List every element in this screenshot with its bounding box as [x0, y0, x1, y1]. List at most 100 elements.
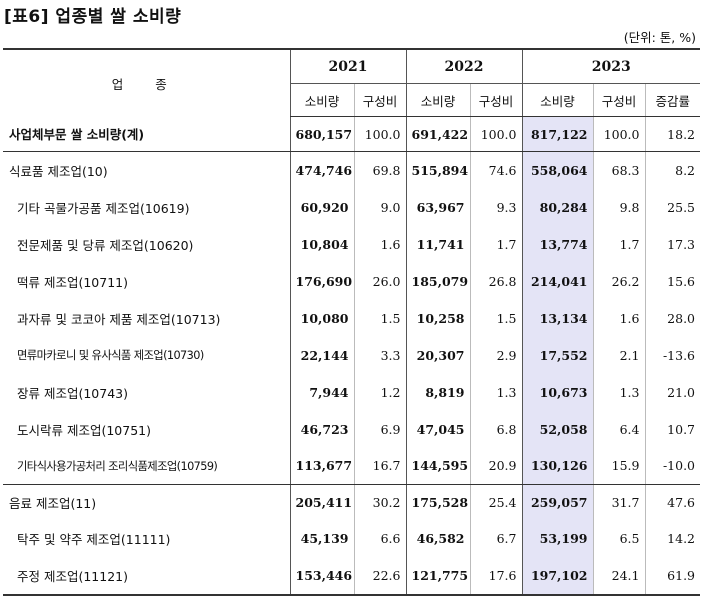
header-category: 업 종 [3, 48, 290, 117]
table-row: 과자류 및 코코아 제품 제조업(10713) 10,080 1.5 10,258 1.… [3, 299, 701, 337]
cell-consumption-2022: 144,595 [405, 447, 470, 485]
cell-consumption-2021: 46,723 [289, 410, 354, 448]
cell-consumption-2023: 259,057 [521, 484, 593, 520]
cell-share-2022: 1.3 [469, 373, 522, 411]
cell-share-2022: 2.9 [469, 336, 522, 374]
cell-consumption-2021: 474,746 [289, 151, 354, 189]
cell-change: 47.6 [644, 484, 701, 520]
cell-consumption-2021: 60,920 [289, 188, 354, 226]
cell-change: 25.5 [644, 188, 701, 226]
cell-change: 28.0 [644, 299, 701, 337]
header-share-2021: 구성비 [353, 83, 406, 117]
cell-change: 18.2 [644, 116, 701, 152]
row-category-label: 과자류 및 코코아 제품 제조업(10713) [17, 311, 221, 327]
row-category-label: 장류 제조업(10743) [17, 385, 128, 401]
header-consumption-2022: 소비량 [405, 83, 470, 117]
cell-consumption-2022: 20,307 [405, 336, 470, 374]
cell-share-2021: 69.8 [353, 151, 406, 189]
cell-consumption-2023: 52,058 [521, 410, 593, 448]
cell-share-2022: 6.8 [469, 410, 522, 448]
row-category-label: 음료 제조업(11) [9, 495, 97, 511]
cell-consumption-2022: 515,894 [405, 151, 470, 189]
cell-consumption-2022: 175,528 [405, 484, 470, 520]
header-share-2023: 구성비 [592, 83, 645, 117]
cell-consumption-2022: 691,422 [405, 116, 470, 152]
cell-consumption-2022: 11,741 [405, 225, 470, 263]
cell-share-2022: 20.9 [469, 447, 522, 485]
cell-consumption-2022: 46,582 [405, 519, 470, 557]
header-year-2021: 2021 [289, 48, 406, 84]
cell-change: 14.2 [644, 519, 701, 557]
cell-share-2022: 1.5 [469, 299, 522, 337]
cell-share-2023: 68.3 [592, 151, 645, 189]
cell-change: 10.7 [644, 410, 701, 448]
cell-share-2023: 1.6 [592, 299, 645, 337]
cell-consumption-2021: 10,080 [289, 299, 354, 337]
cell-share-2023: 1.7 [592, 225, 645, 263]
cell-share-2023: 6.4 [592, 410, 645, 448]
table-row: 기타식사용가공처리 조리식품제조업(10759) 113,677 16.7 144,5… [3, 447, 701, 485]
cell-share-2022: 74.6 [469, 151, 522, 189]
cell-consumption-2022: 63,967 [405, 188, 470, 226]
header-consumption-2021: 소비량 [289, 83, 354, 117]
header-year-2022: 2022 [405, 48, 522, 84]
cell-consumption-2023: 17,552 [521, 336, 593, 374]
cell-share-2022: 9.3 [469, 188, 522, 226]
cell-share-2023: 9.8 [592, 188, 645, 226]
cell-share-2021: 6.6 [353, 519, 406, 557]
cell-consumption-2022: 121,775 [405, 556, 470, 596]
unit-note: (단위: 톤, %) [623, 30, 696, 45]
cell-consumption-2021: 7,944 [289, 373, 354, 411]
row-category-label: 사업체부문 쌀 소비량(계) [3, 116, 290, 152]
cell-change: 8.2 [644, 151, 701, 189]
cell-change: 15.6 [644, 262, 701, 300]
cell-share-2021: 1.6 [353, 225, 406, 263]
cell-share-2021: 26.0 [353, 262, 406, 300]
cell-share-2022: 26.8 [469, 262, 522, 300]
cell-consumption-2023: 558,064 [521, 151, 593, 189]
cell-consumption-2021: 176,690 [289, 262, 354, 300]
row-category-label: 떡류 제조업(10711) [17, 274, 128, 290]
cell-change: 61.9 [644, 556, 701, 596]
table-title: [표6] 업종별 쌀 소비량 [4, 7, 182, 27]
rice-consumption-table: 업 종 2021 2022 2023 소비량 구성비 소비량 구성비 소비량 구… [3, 48, 701, 596]
cell-change: 17.3 [644, 225, 701, 263]
cell-share-2022: 1.7 [469, 225, 522, 263]
cell-share-2021: 6.9 [353, 410, 406, 448]
cell-consumption-2023: 80,284 [521, 188, 593, 226]
table-row: 사업체부문 쌀 소비량(계) 680,157 100.0 691,422 100.0 81… [3, 116, 701, 152]
cell-share-2021: 1.2 [353, 373, 406, 411]
table-row: 식료품 제조업(10) 474,746 69.8 515,894 74.6 558,064… [3, 151, 701, 189]
cell-consumption-2022: 8,819 [405, 373, 470, 411]
cell-share-2021: 100.0 [353, 116, 406, 152]
cell-share-2023: 31.7 [592, 484, 645, 520]
cell-share-2022: 100.0 [469, 116, 522, 152]
cell-change: 21.0 [644, 373, 701, 411]
cell-consumption-2021: 10,804 [289, 225, 354, 263]
cell-share-2023: 100.0 [592, 116, 645, 152]
cell-consumption-2022: 185,079 [405, 262, 470, 300]
cell-consumption-2023: 10,673 [521, 373, 593, 411]
table-row: 주정 제조업(11121) 153,446 22.6 121,775 17.6 197,1… [3, 556, 701, 596]
cell-consumption-2023: 197,102 [521, 556, 593, 596]
row-category-label: 주정 제조업(11121) [3, 556, 290, 596]
table-row: 전문제품 및 당류 제조업(10620) 10,804 1.6 11,741 1.7 13… [3, 225, 701, 263]
row-category-label: 면류마카로니 및 유사식품 제조업(10730) [17, 349, 204, 362]
cell-consumption-2021: 45,139 [289, 519, 354, 557]
row-category-label: 식료품 제조업(10) [9, 163, 108, 179]
cell-share-2022: 6.7 [469, 519, 522, 557]
table-row: 장류 제조업(10743) 7,944 1.2 8,819 1.3 10,673 1.3 21… [3, 373, 701, 411]
cell-share-2021: 30.2 [353, 484, 406, 520]
cell-share-2021: 16.7 [353, 447, 406, 485]
cell-share-2023: 24.1 [592, 556, 645, 596]
table-row: 탁주 및 약주 제조업(11111) 45,139 6.6 46,582 6.7 53,1… [3, 519, 701, 557]
header-change: 증감률 [644, 83, 701, 117]
row-category-label: 전문제품 및 당류 제조업(10620) [17, 237, 194, 253]
cell-share-2022: 25.4 [469, 484, 522, 520]
cell-share-2021: 9.0 [353, 188, 406, 226]
row-category-label: 탁주 및 약주 제조업(11111) [17, 531, 171, 547]
cell-share-2023: 6.5 [592, 519, 645, 557]
header-consumption-2023: 소비량 [521, 83, 593, 117]
cell-consumption-2021: 205,411 [289, 484, 354, 520]
cell-consumption-2021: 22,144 [289, 336, 354, 374]
